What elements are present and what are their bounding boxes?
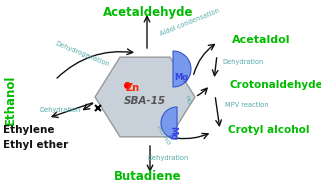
Text: Dehydration: Dehydration xyxy=(39,107,81,113)
Text: Dehydrogenation: Dehydrogenation xyxy=(54,40,110,68)
Text: MPV reaction: MPV reaction xyxy=(225,102,269,108)
Text: Dehydration: Dehydration xyxy=(147,155,189,161)
Text: HO: HO xyxy=(183,94,191,105)
Text: Ethanol: Ethanol xyxy=(4,75,17,125)
Wedge shape xyxy=(161,107,177,139)
Text: Crotonaldehyde: Crotonaldehyde xyxy=(230,80,321,90)
Text: Ethyl ether: Ethyl ether xyxy=(3,140,68,150)
Text: Aldol condensation: Aldol condensation xyxy=(159,7,221,37)
Text: Mg: Mg xyxy=(174,73,188,81)
Text: Dehydration: Dehydration xyxy=(222,59,263,65)
Text: Zn: Zn xyxy=(126,83,140,93)
Wedge shape xyxy=(173,51,191,87)
Text: Mg: Mg xyxy=(169,126,178,140)
Text: Butadiene: Butadiene xyxy=(114,170,182,183)
Text: Acetaldol: Acetaldol xyxy=(232,35,291,45)
Text: SBA-15: SBA-15 xyxy=(124,96,166,106)
Polygon shape xyxy=(95,57,195,137)
Text: Acetaldehyde: Acetaldehyde xyxy=(103,6,193,19)
Text: HO HO: HO HO xyxy=(155,125,171,146)
Text: Crotyl alcohol: Crotyl alcohol xyxy=(228,125,309,135)
Text: Ethylene: Ethylene xyxy=(3,125,55,135)
